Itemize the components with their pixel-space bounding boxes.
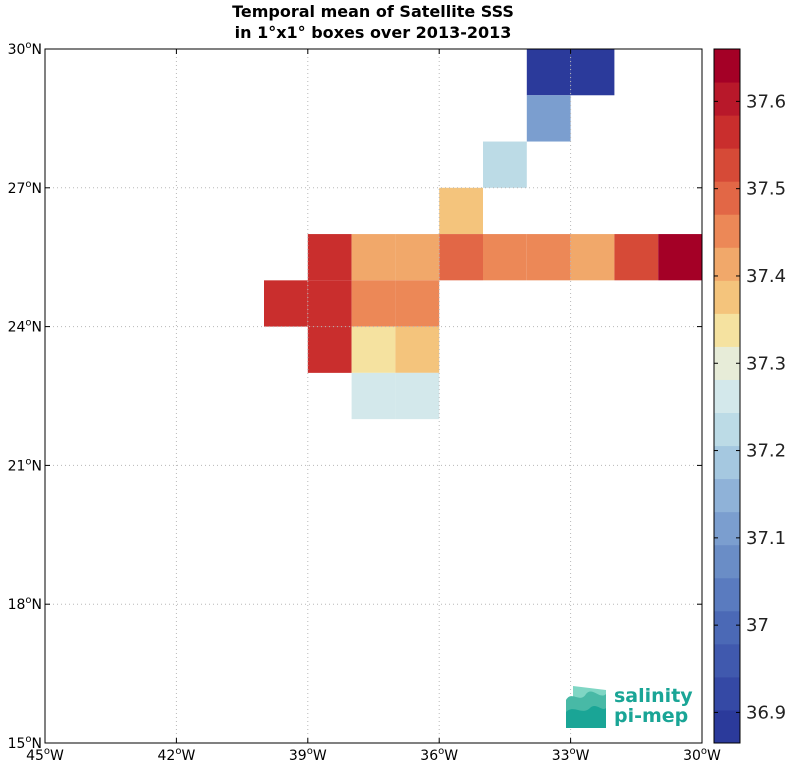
colorbar-segment [714, 181, 740, 215]
colorbar-tick-label: 37.3 [746, 353, 786, 374]
colorbar-segments [714, 49, 740, 744]
colorbar-ticks: 36.9 37 37.1 37.2 37.3 37.4 37.5 37.6 [714, 91, 786, 723]
heatmap-cell [483, 141, 527, 188]
y-tick-label: 30oN [8, 40, 42, 58]
heatmap-cell [351, 234, 396, 281]
colorbar-tick-label: 37.5 [746, 179, 786, 200]
logo-text-line2: pi-mep [614, 705, 688, 727]
colorbar-segment [714, 115, 740, 149]
colorbar-segment [714, 676, 740, 711]
colorbar-tick-label: 37.6 [746, 91, 786, 112]
heatmap-cell [264, 280, 308, 327]
y-tick-label: 27oN [8, 179, 42, 197]
x-axis-ticks: 45oW 42oW 39oW 36oW 33oW 30oW [26, 49, 721, 763]
colorbar-segment [714, 346, 740, 380]
heatmap-cell [526, 234, 571, 281]
y-tick-label: 21oN [8, 456, 42, 474]
salinity-pi-mep-logo: salinity pi-mep [566, 685, 693, 728]
colorbar-segment [714, 709, 740, 744]
heatmap-cell [439, 234, 483, 281]
x-tick-label: 39oW [289, 746, 327, 763]
colorbar-segment [714, 247, 740, 281]
colorbar-frame [713, 48, 741, 744]
grid-lines [45, 49, 702, 743]
heatmap-cell [614, 234, 659, 281]
y-axis-ticks: 30oN 27oN 24oN 21oN 18oN 15oN [8, 40, 702, 752]
x-tick-label: 30oW [683, 746, 721, 763]
colorbar-segment [714, 82, 740, 116]
colorbar-segment [714, 148, 740, 182]
colorbar-segment [714, 445, 740, 480]
heatmap-cell [351, 372, 396, 420]
heatmap-cell [526, 95, 571, 142]
colorbar-segment [714, 214, 740, 248]
y-tick-label: 15oN [8, 734, 42, 752]
colorbar-segment [714, 280, 740, 314]
heatmap-cell [570, 49, 615, 96]
map-frame [44, 48, 703, 744]
x-tick-label: 42oW [158, 746, 196, 763]
heatmap-cell [658, 234, 702, 281]
colorbar-segment [714, 478, 740, 513]
x-tick-label: 45oW [26, 746, 64, 763]
wave-logo-icon [566, 686, 606, 728]
colorbar-tick-label: 36.9 [746, 702, 786, 723]
chart-title-line2: in 1°x1° boxes over 2013-2013 [235, 23, 512, 42]
colorbar: 36.9 37 37.1 37.2 37.3 37.4 37.5 37.6 [713, 48, 786, 744]
colorbar-tick-label: 37 [746, 615, 769, 636]
y-tick-label: 24oN [8, 318, 42, 336]
heatmap-cell [395, 326, 440, 373]
heatmap-cell [395, 234, 440, 281]
heatmap-cell [439, 187, 483, 235]
colorbar-segment [714, 511, 740, 546]
colorbar-segment [714, 544, 740, 579]
x-tick-label: 36oW [420, 746, 458, 763]
heatmap-cell [351, 280, 396, 327]
y-tick-label: 18oN [8, 595, 42, 613]
colorbar-segment [714, 313, 740, 347]
colorbar-segment [714, 379, 740, 414]
colorbar-segment [714, 643, 740, 678]
heatmap-cell [351, 326, 396, 373]
colorbar-tick-label: 37.4 [746, 266, 786, 287]
logo-text-line1: salinity [614, 685, 693, 707]
heatmap-cell [307, 280, 352, 327]
heatmap-cell [526, 49, 571, 96]
colorbar-tick-label: 37.2 [746, 441, 786, 462]
colorbar-segment [714, 610, 740, 645]
heatmap-cell [307, 234, 352, 281]
heatmap-cell [483, 234, 527, 281]
heatmap-cell [307, 326, 352, 373]
heatmap-cells [264, 49, 702, 420]
colorbar-tick-label: 37.1 [746, 528, 786, 549]
chart-title-line1: Temporal mean of Satellite SSS [232, 2, 514, 21]
heatmap-cell [395, 280, 440, 327]
heatmap-cell [570, 234, 615, 281]
x-tick-label: 33oW [552, 746, 590, 763]
colorbar-segment [714, 412, 740, 447]
colorbar-segment [714, 49, 740, 83]
heatmap-cell [395, 372, 440, 420]
colorbar-segment [714, 577, 740, 612]
